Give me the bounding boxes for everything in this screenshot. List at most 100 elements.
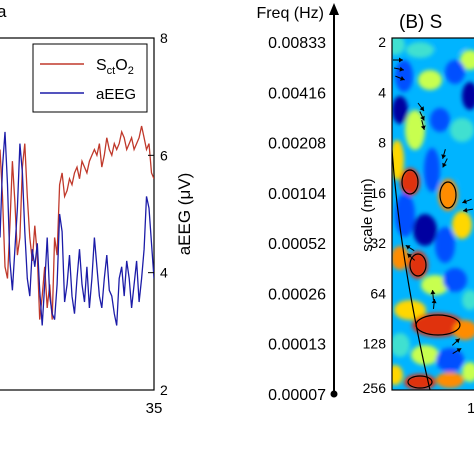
cone-of-influence bbox=[392, 149, 431, 390]
panel-a: a 2 4 6 8 aEEG (μV) 35 SctO2 aEEG bbox=[0, 2, 194, 417]
heatmap-cell bbox=[392, 96, 408, 124]
heatmap-cell bbox=[462, 362, 474, 382]
panel-b-x-tick-label: 1 bbox=[467, 400, 474, 417]
heatmap-cell bbox=[394, 300, 426, 320]
phase-arrow bbox=[417, 102, 425, 112]
right-tick-label: 2 bbox=[160, 382, 168, 398]
phase-arrow-head bbox=[407, 253, 412, 259]
phase-arrow-head bbox=[441, 154, 447, 159]
freq-tick-label: 0.00833 bbox=[268, 35, 326, 52]
heatmap-cell bbox=[453, 320, 474, 340]
panel-a-right-ylabel: aEEG (μV) bbox=[175, 173, 194, 256]
panel-a-label: a bbox=[0, 2, 7, 21]
heatmap-cell bbox=[392, 38, 405, 55]
legend-label-aeeg: aEEG bbox=[96, 86, 136, 103]
panel-b: Freq (Hz) 0.008330.004160.002080.001040.… bbox=[256, 3, 474, 417]
freq-tick-label: 0.00052 bbox=[268, 236, 326, 253]
heatmap-cell bbox=[421, 275, 449, 295]
heatmap-cell bbox=[412, 313, 464, 337]
phase-arrow bbox=[405, 244, 415, 252]
phase-arrow bbox=[393, 66, 405, 72]
scale-tick-label: 16 bbox=[370, 185, 386, 201]
panel-a-legend: SctO2 aEEG bbox=[32, 43, 148, 113]
phase-arrow bbox=[407, 253, 415, 261]
series-line-aeeg bbox=[0, 131, 154, 326]
freq-axis-origin-dot bbox=[330, 390, 338, 398]
phase-arrow-head bbox=[431, 299, 437, 304]
freq-tick-labels: 0.00833 0.00416 0.00208 0.00104 0.00052 0.000… bbox=[268, 35, 326, 404]
scale-tick-label: 128 bbox=[363, 336, 387, 352]
legend-box bbox=[32, 43, 148, 113]
heatmap-cell bbox=[459, 156, 474, 184]
heatmap-cell bbox=[462, 82, 474, 110]
phase-arrow-head bbox=[455, 338, 460, 344]
heatmap-power-field bbox=[392, 38, 474, 390]
panel-b-label: (B) S bbox=[399, 12, 442, 33]
panel-a-series-layer bbox=[0, 125, 154, 326]
heatmap-cell bbox=[460, 50, 474, 70]
phase-arrow bbox=[420, 120, 426, 130]
phase-arrow-head bbox=[420, 125, 426, 130]
heatmap-cell bbox=[436, 348, 464, 372]
phase-arrow bbox=[395, 75, 405, 81]
phase-arrow bbox=[419, 111, 425, 121]
phase-arrow bbox=[452, 347, 462, 355]
heatmap-cell bbox=[434, 38, 466, 54]
right-tick-label: 8 bbox=[160, 30, 168, 46]
panel-a-right-axis: 2 4 6 8 bbox=[148, 30, 168, 398]
phase-arrow-head bbox=[463, 207, 468, 213]
heatmap-cell bbox=[392, 365, 403, 385]
phase-arrow bbox=[431, 298, 437, 310]
freq-tick-label: 0.00208 bbox=[268, 136, 326, 153]
heatmap-cell bbox=[400, 168, 420, 196]
heatmap-cell bbox=[452, 211, 472, 239]
panel-b-label-bg bbox=[394, 6, 474, 34]
heatmap-cell bbox=[450, 118, 474, 142]
phase-arrow-head bbox=[420, 115, 425, 121]
phase-arrow-head bbox=[399, 66, 404, 72]
significance-contour bbox=[401, 169, 419, 195]
phase-arrow bbox=[442, 158, 448, 168]
significance-contour bbox=[409, 253, 427, 277]
freq-tick-label: 0.00013 bbox=[268, 337, 326, 354]
heatmap-cell bbox=[395, 60, 413, 92]
phase-arrow bbox=[441, 149, 447, 159]
scale-tick-label: 32 bbox=[370, 235, 386, 251]
heatmap-cell bbox=[462, 290, 474, 310]
heatmap-cell bbox=[438, 179, 458, 211]
phase-arrow-head bbox=[430, 290, 436, 295]
scale-tick-label: 64 bbox=[370, 285, 386, 301]
heatmap-cell bbox=[413, 214, 437, 246]
heatmap-cell bbox=[392, 333, 410, 357]
heatmap-cell bbox=[405, 110, 425, 150]
series-line-sctO2 bbox=[0, 125, 154, 320]
wavelet-heatmap bbox=[392, 38, 474, 390]
freq-tick-label: 0.00416 bbox=[268, 85, 326, 102]
phase-arrow-head bbox=[399, 76, 405, 81]
phase-arrow-head bbox=[462, 199, 467, 204]
freq-tick-label: 0.00026 bbox=[268, 286, 326, 303]
panel-b-ylabel: scale (min) bbox=[359, 178, 376, 251]
heatmap-cell bbox=[392, 140, 404, 180]
phase-arrow-head bbox=[405, 245, 411, 250]
panel-a-x-tick-label: 35 bbox=[146, 400, 163, 417]
scale-tick-label: 256 bbox=[363, 380, 387, 396]
heatmap-cell bbox=[411, 345, 439, 365]
phase-arrow bbox=[451, 338, 461, 346]
freq-tick-label: 0.00104 bbox=[268, 186, 326, 203]
phase-arrow-head bbox=[419, 106, 425, 111]
scale-tick-label: 8 bbox=[378, 135, 386, 151]
phase-arrow bbox=[462, 198, 472, 204]
heatmap-cell bbox=[430, 108, 450, 132]
significance-contour bbox=[407, 375, 433, 389]
phase-arrow bbox=[430, 289, 436, 301]
freq-tick-label: 0.00007 bbox=[268, 387, 326, 404]
phase-arrow bbox=[393, 57, 403, 63]
freq-axis-arrow bbox=[329, 3, 339, 15]
phase-arrow bbox=[462, 207, 474, 213]
significance-contour bbox=[439, 181, 457, 209]
scale-tick-label: 2 bbox=[378, 34, 386, 50]
heatmap-cell bbox=[424, 148, 440, 192]
scale-tick-label: 4 bbox=[378, 84, 386, 100]
